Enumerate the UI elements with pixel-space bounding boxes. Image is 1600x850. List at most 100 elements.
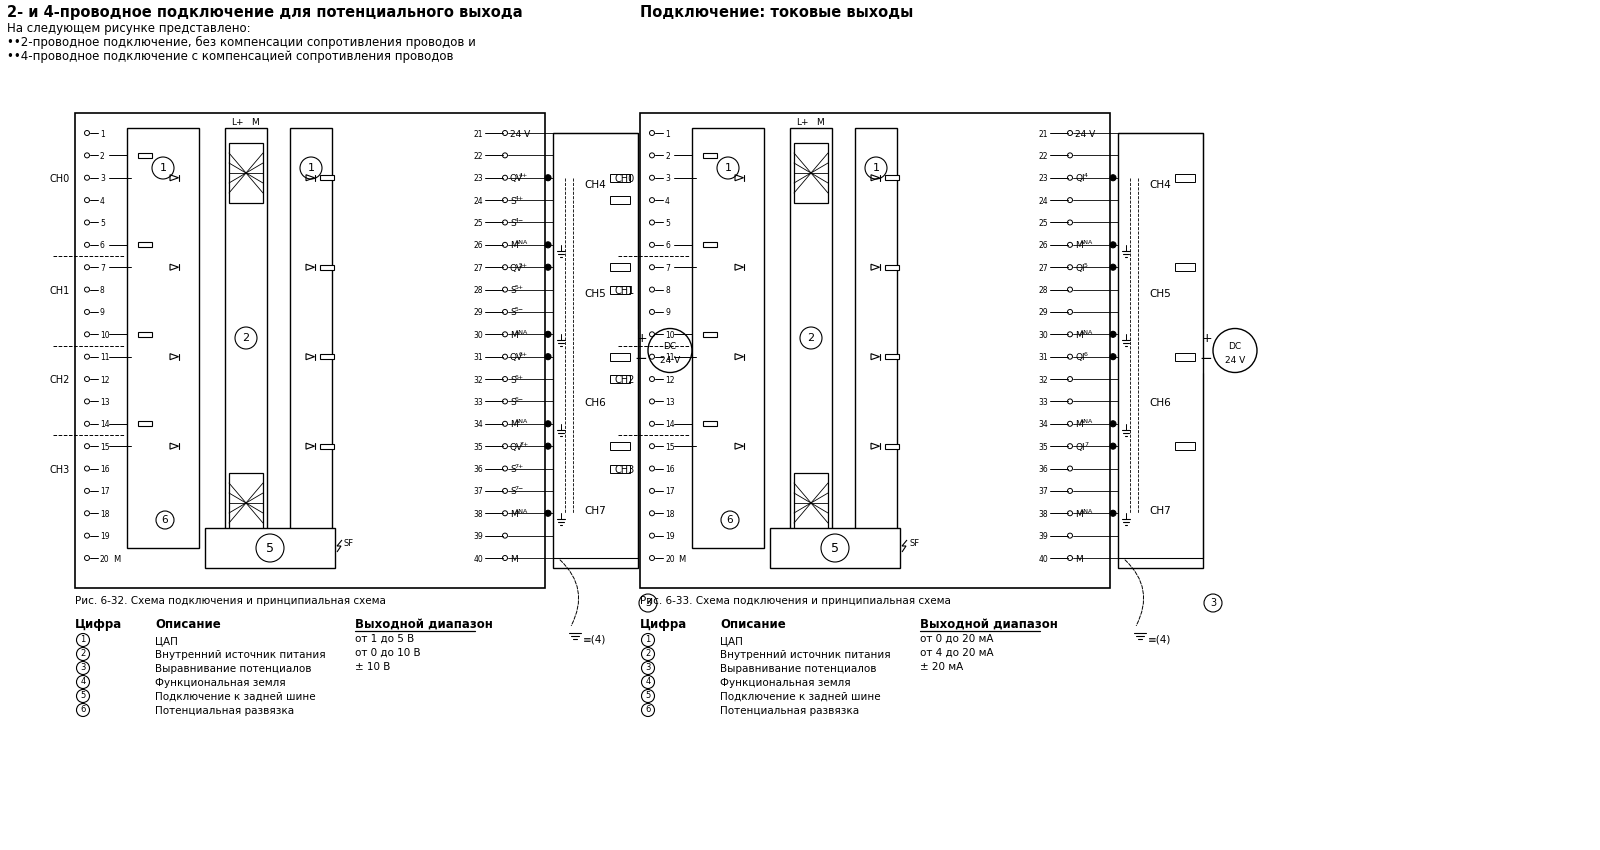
Text: ANA: ANA	[515, 509, 528, 513]
Text: ANA: ANA	[515, 330, 528, 335]
Circle shape	[1110, 421, 1117, 427]
Text: Функциональная земля: Функциональная земля	[720, 678, 851, 688]
Text: CH2: CH2	[614, 375, 635, 385]
Polygon shape	[170, 354, 179, 360]
Text: 5: 5	[80, 692, 86, 700]
Text: 3: 3	[645, 598, 651, 608]
Text: CH6: CH6	[584, 398, 606, 408]
Text: ••4-проводное подключение с компенсацией сопротивления проводов: ••4-проводное подключение с компенсацией…	[6, 50, 453, 63]
Text: M: M	[510, 510, 518, 518]
Polygon shape	[734, 175, 744, 181]
Polygon shape	[870, 264, 880, 270]
Bar	[770, 528, 899, 568]
Text: 4−: 4−	[515, 218, 523, 223]
Text: 17: 17	[666, 487, 675, 496]
Text: 5: 5	[830, 541, 838, 554]
Bar	[320, 175, 334, 180]
Bar	[126, 128, 198, 548]
Text: 25: 25	[474, 219, 483, 228]
Text: 6: 6	[162, 515, 168, 525]
Bar	[794, 143, 829, 203]
Text: 13: 13	[99, 398, 110, 407]
Bar	[885, 444, 899, 449]
Text: S: S	[510, 286, 515, 295]
Bar	[320, 444, 334, 449]
Text: 39: 39	[1038, 532, 1048, 541]
Text: M: M	[816, 118, 824, 127]
Text: 15: 15	[666, 443, 675, 451]
Text: CH4: CH4	[584, 180, 606, 190]
Text: 6: 6	[666, 241, 670, 251]
Bar	[610, 465, 630, 473]
Polygon shape	[734, 443, 744, 449]
Text: 5−: 5−	[515, 308, 523, 313]
Text: 22: 22	[1038, 152, 1048, 161]
Text: M: M	[510, 331, 518, 340]
Text: CH2: CH2	[50, 375, 70, 385]
Text: 33: 33	[1038, 398, 1048, 407]
Text: L+: L+	[230, 118, 243, 127]
Text: 18: 18	[666, 510, 675, 518]
Bar	[138, 332, 152, 337]
Text: CH0: CH0	[50, 173, 70, 184]
Text: 5: 5	[99, 219, 106, 228]
Text: 29: 29	[474, 309, 483, 317]
Text: ANA: ANA	[1080, 330, 1093, 335]
Bar	[138, 153, 152, 158]
Text: DC: DC	[664, 342, 677, 351]
Text: Цифра: Цифра	[75, 618, 122, 631]
Text: CH5: CH5	[584, 289, 606, 299]
Text: 31: 31	[474, 354, 483, 362]
Text: 6: 6	[726, 515, 733, 525]
Text: 7: 7	[99, 264, 106, 273]
Text: M: M	[251, 118, 259, 127]
Text: ≡(4): ≡(4)	[582, 635, 606, 645]
Text: от 1 до 5 В: от 1 до 5 В	[355, 634, 414, 644]
Text: 4: 4	[645, 677, 651, 687]
Bar	[138, 242, 152, 247]
Text: 19: 19	[666, 532, 675, 541]
Polygon shape	[306, 175, 315, 181]
Text: 34: 34	[474, 420, 483, 429]
Bar	[610, 353, 630, 360]
Text: 24: 24	[474, 196, 483, 206]
Circle shape	[1110, 354, 1117, 360]
Bar	[885, 175, 899, 180]
Text: 4: 4	[99, 196, 106, 206]
Text: 4: 4	[666, 196, 670, 206]
Text: Выходной диапазон: Выходной диапазон	[920, 618, 1058, 631]
Text: 37: 37	[1038, 487, 1048, 496]
Text: 6: 6	[645, 706, 651, 715]
Polygon shape	[306, 264, 315, 270]
Circle shape	[546, 332, 550, 337]
Bar	[229, 473, 262, 533]
Bar	[702, 422, 717, 427]
Bar	[610, 173, 630, 182]
Text: 5+: 5+	[518, 263, 528, 268]
Polygon shape	[170, 264, 179, 270]
Text: 21: 21	[1038, 129, 1048, 139]
Text: 9: 9	[99, 309, 106, 317]
Text: 1: 1	[80, 636, 86, 644]
Text: 26: 26	[474, 241, 483, 251]
Circle shape	[546, 443, 550, 449]
Text: 27: 27	[1038, 264, 1048, 273]
Circle shape	[1110, 332, 1117, 337]
Bar	[885, 264, 899, 269]
Text: ANA: ANA	[515, 241, 528, 246]
Text: 38: 38	[1038, 510, 1048, 518]
Bar	[885, 354, 899, 360]
Text: 15: 15	[99, 443, 110, 451]
Text: DC: DC	[1229, 342, 1242, 351]
Bar	[691, 128, 765, 548]
Text: 32: 32	[1038, 376, 1048, 384]
Text: 2: 2	[666, 152, 670, 161]
Text: 19: 19	[99, 532, 110, 541]
Text: 20: 20	[99, 554, 110, 564]
Text: 4+: 4+	[515, 196, 523, 201]
Text: 36: 36	[474, 465, 483, 474]
Text: CH6: CH6	[1150, 398, 1171, 408]
Text: CH5: CH5	[1150, 289, 1171, 299]
Text: QV: QV	[510, 443, 523, 451]
Bar	[790, 128, 832, 548]
